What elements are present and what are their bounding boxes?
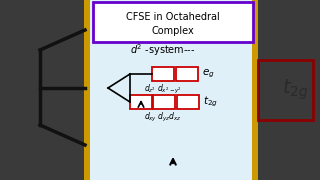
Text: $d^2$ -system---: $d^2$ -system--- bbox=[130, 42, 196, 58]
Bar bbox=[152, 67, 174, 81]
Text: $d_{z^2}$ $d_{x^2-y^2}$: $d_{z^2}$ $d_{x^2-y^2}$ bbox=[144, 82, 182, 96]
Text: Complex: Complex bbox=[152, 26, 194, 36]
Bar bbox=[258, 60, 313, 120]
Text: $t_{2g}$: $t_{2g}$ bbox=[203, 95, 218, 109]
Bar bbox=[252, 0, 258, 180]
Text: $e_g$: $e_g$ bbox=[202, 68, 215, 80]
Bar bbox=[153, 95, 175, 109]
Bar bbox=[130, 95, 152, 109]
Bar bbox=[177, 95, 199, 109]
Bar bbox=[0, 0, 88, 180]
Bar bbox=[258, 0, 320, 180]
Text: $t_{2g}$: $t_{2g}$ bbox=[282, 78, 308, 102]
Bar bbox=[176, 67, 198, 81]
Text: CFSE in Octahedral: CFSE in Octahedral bbox=[126, 12, 220, 22]
Bar bbox=[90, 0, 255, 180]
Bar bbox=[84, 0, 90, 180]
Bar bbox=[93, 2, 253, 42]
Text: $d_{xy}$ $d_{yz}$$d_{xz}$: $d_{xy}$ $d_{yz}$$d_{xz}$ bbox=[144, 111, 182, 123]
